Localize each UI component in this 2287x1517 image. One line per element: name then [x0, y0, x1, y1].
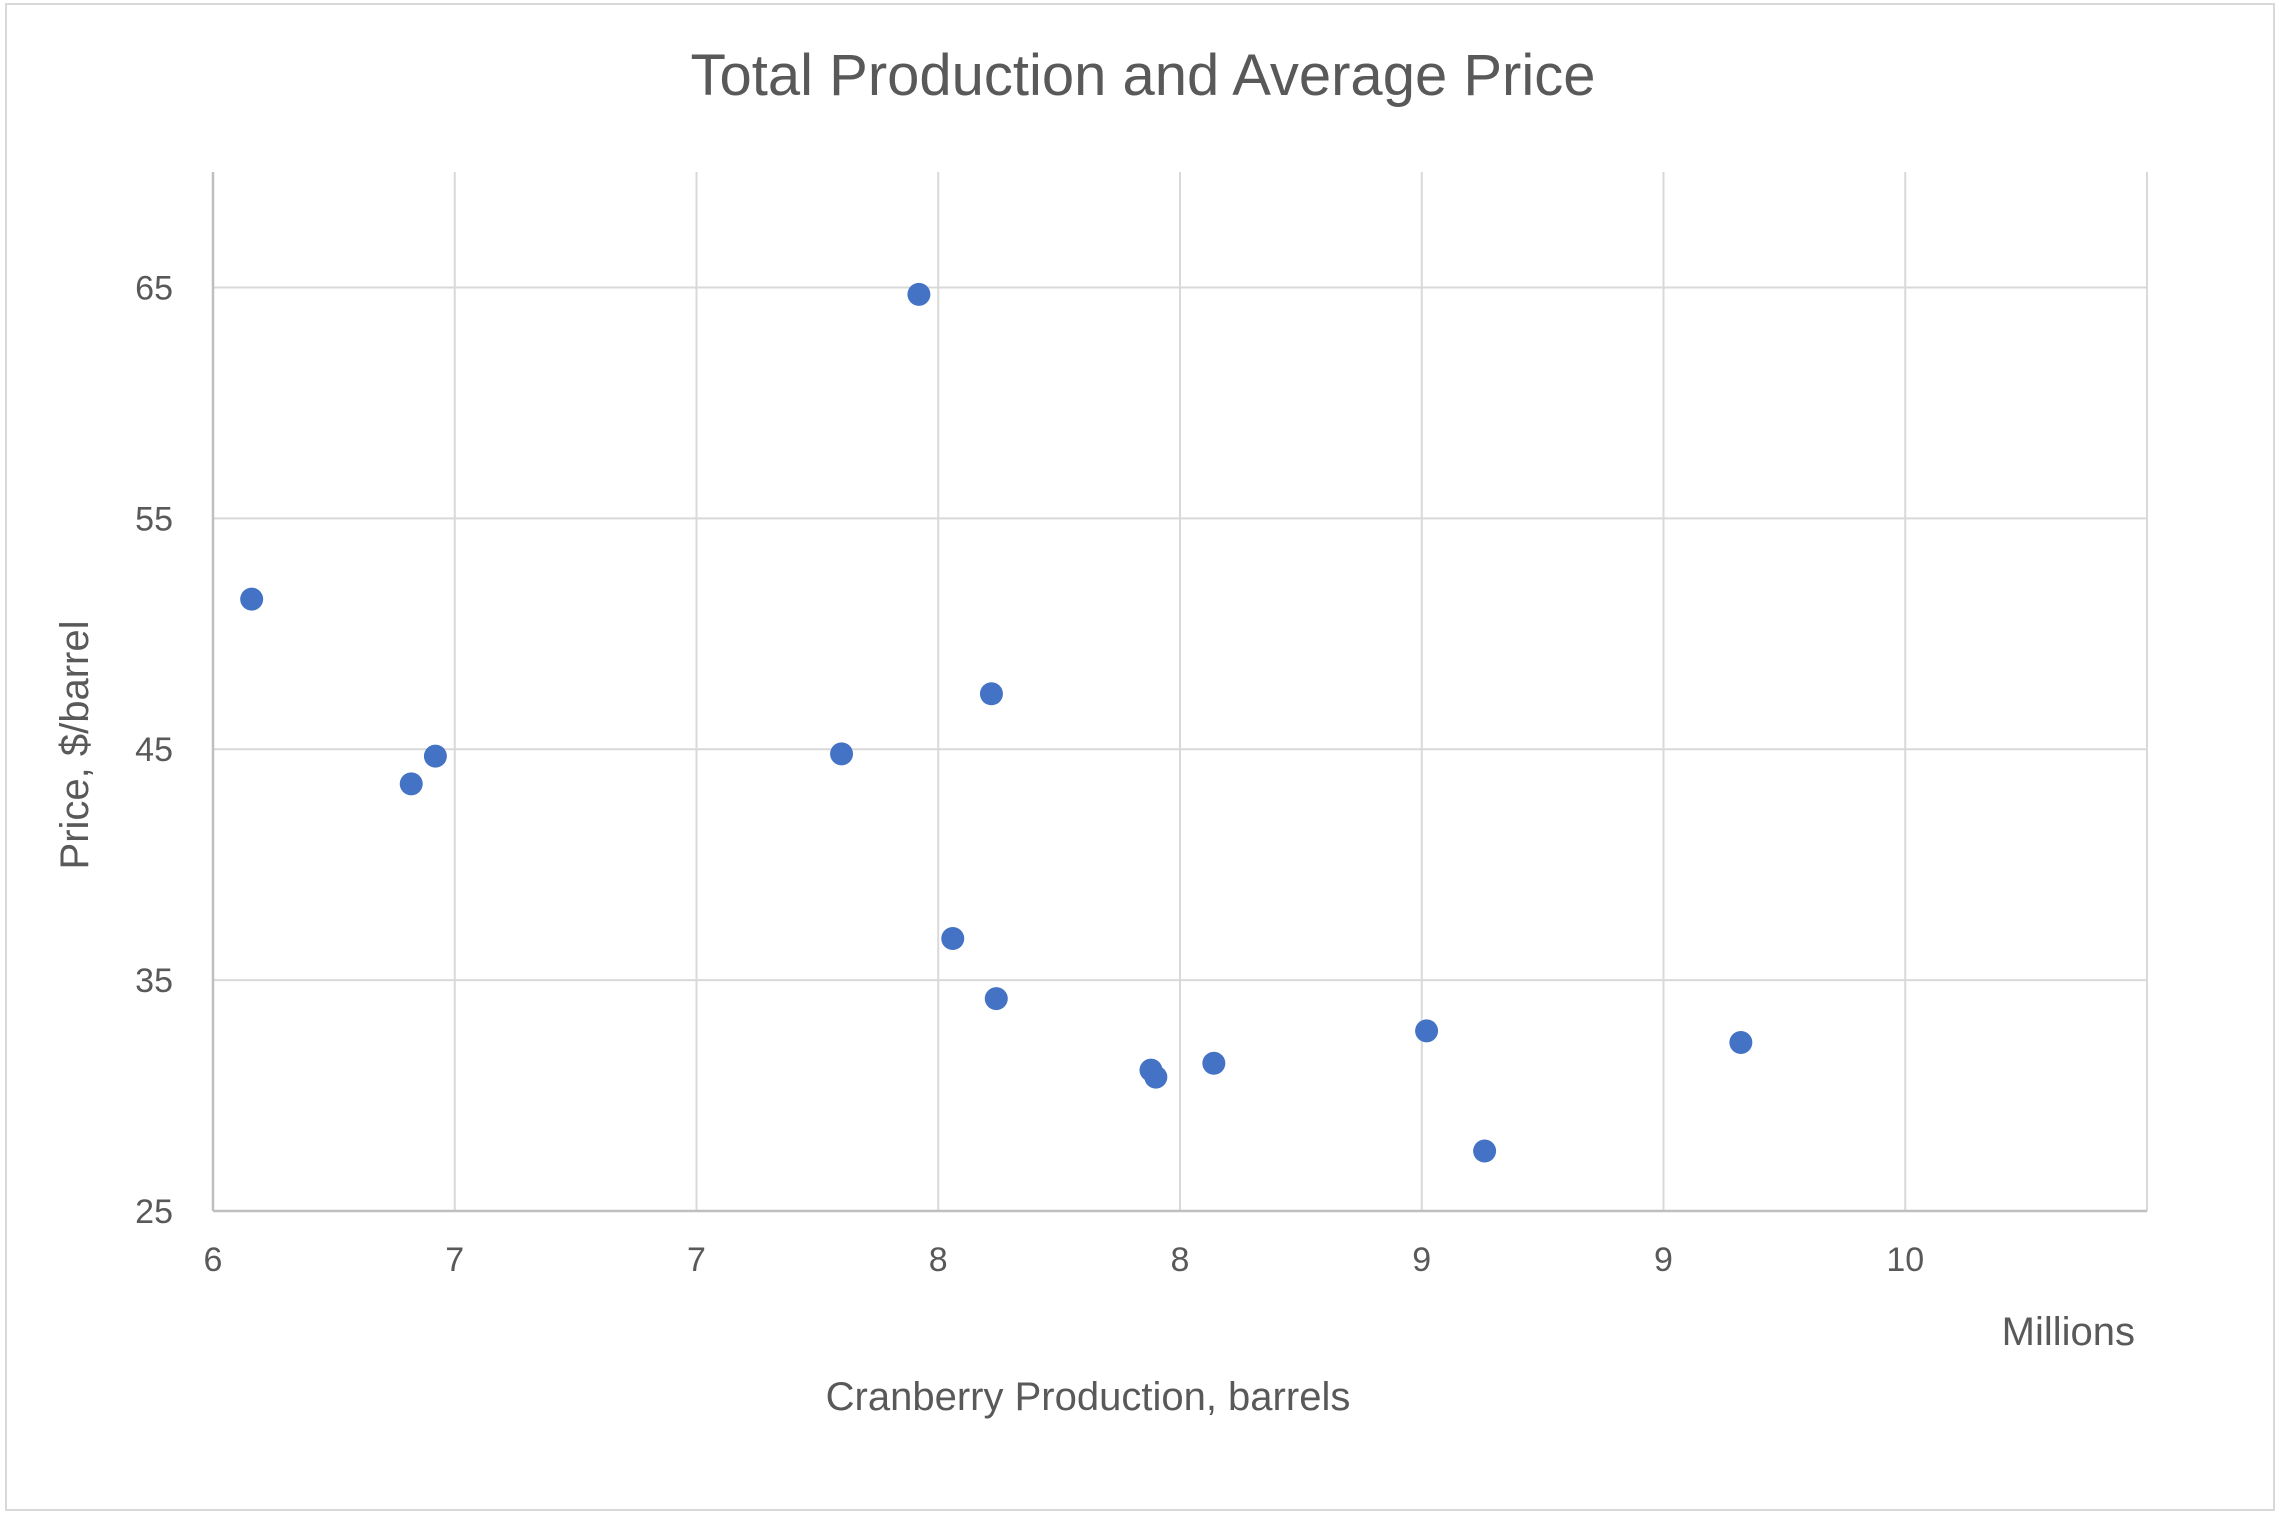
x-axis-label: Cranberry Production, barrels	[826, 1375, 1351, 1419]
axes	[211, 172, 2147, 1213]
x-tick-label: 9	[1654, 1241, 1673, 1279]
data-point	[1729, 1030, 1753, 1054]
x-unit-label: Millions	[2002, 1310, 2135, 1354]
data-point	[1473, 1139, 1497, 1163]
y-tick-label: 45	[135, 731, 173, 769]
data-point	[240, 587, 264, 611]
chart-title: Total Production and Average Price	[691, 43, 1596, 108]
y-tick-label: 65	[135, 269, 173, 307]
data-point	[830, 742, 854, 766]
data-point	[1144, 1065, 1168, 1089]
x-tick-labels: 6 7 7 8 8 9 9 10	[204, 1241, 1925, 1279]
chart-frame	[5, 3, 2275, 1511]
data-points	[240, 282, 1753, 1163]
x-tick-label: 8	[929, 1241, 948, 1279]
grid	[213, 172, 2148, 1211]
y-axis-label: Price, $/barrel	[53, 621, 97, 870]
y-tick-labels: 25 35 45 55 65	[135, 269, 173, 1231]
data-point	[423, 744, 447, 768]
x-tick-label: 9	[1412, 1241, 1431, 1279]
y-tick-label: 55	[135, 500, 173, 538]
x-tick-label: 8	[1171, 1241, 1190, 1279]
y-tick-label: 25	[135, 1193, 173, 1231]
x-tick-label: 10	[1886, 1241, 1924, 1279]
data-point	[399, 772, 423, 796]
y-tick-label: 35	[135, 962, 173, 1000]
x-tick-label: 7	[445, 1241, 464, 1279]
data-point	[1415, 1019, 1439, 1043]
x-tick-label: 6	[204, 1241, 223, 1279]
data-point	[907, 282, 931, 306]
data-point	[979, 682, 1003, 706]
x-tick-label: 7	[687, 1241, 706, 1279]
data-point	[984, 987, 1008, 1011]
data-point	[1202, 1051, 1226, 1075]
data-point	[941, 927, 965, 951]
